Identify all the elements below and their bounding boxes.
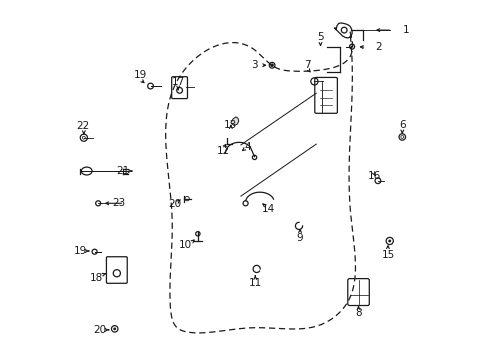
Text: 15: 15 bbox=[381, 249, 394, 260]
Polygon shape bbox=[230, 117, 238, 126]
Text: 12: 12 bbox=[216, 145, 229, 156]
Text: 14: 14 bbox=[261, 204, 274, 214]
Text: 18: 18 bbox=[90, 273, 103, 283]
Text: 9: 9 bbox=[296, 233, 303, 243]
Circle shape bbox=[387, 239, 390, 242]
Text: 23: 23 bbox=[112, 198, 125, 208]
Text: 22: 22 bbox=[76, 121, 90, 131]
Text: 7: 7 bbox=[304, 59, 310, 69]
Text: 11: 11 bbox=[248, 278, 262, 288]
Text: 3: 3 bbox=[251, 60, 257, 70]
Text: 2: 2 bbox=[375, 42, 382, 52]
Text: 6: 6 bbox=[398, 121, 405, 130]
Text: 1: 1 bbox=[402, 25, 408, 35]
Text: 16: 16 bbox=[367, 171, 380, 181]
Circle shape bbox=[270, 64, 273, 67]
Circle shape bbox=[113, 327, 116, 330]
Text: 13: 13 bbox=[224, 121, 237, 130]
Text: 19: 19 bbox=[134, 70, 147, 80]
Text: 8: 8 bbox=[354, 309, 361, 318]
Text: 4: 4 bbox=[244, 142, 251, 152]
Text: 20: 20 bbox=[168, 199, 181, 210]
Text: 5: 5 bbox=[317, 32, 323, 42]
Text: 21: 21 bbox=[116, 166, 129, 176]
Text: 17: 17 bbox=[171, 77, 184, 87]
Text: 20: 20 bbox=[93, 325, 106, 335]
Text: 10: 10 bbox=[179, 240, 192, 250]
Text: 19: 19 bbox=[74, 246, 87, 256]
